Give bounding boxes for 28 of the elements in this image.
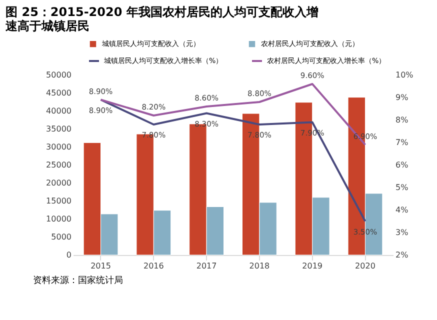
y-tick-label: 45000 — [46, 88, 72, 98]
x-tick-label: 2017 — [196, 262, 217, 270]
x-tick-label: 2019 — [302, 262, 323, 270]
y2-tick-label: 6% — [396, 160, 409, 170]
x-tick-label: 2018 — [249, 262, 270, 270]
y2-tick-label: 4% — [396, 206, 409, 214]
y-tick-label: 5000 — [51, 232, 72, 242]
y-tick-label: 30000 — [46, 142, 72, 152]
y2-tick-label: 3% — [396, 228, 409, 237]
y-tick-label: 25000 — [46, 160, 72, 170]
y-tick-label: 35000 — [46, 124, 72, 134]
text: 资料来源：国家统计局 — [33, 275, 123, 286]
chart-title: 图 25：2015-2020 年我国农村居民的人均可支配收入增速高于城镇居民 — [4, 5, 318, 33]
y-tick-label: 15000 — [46, 196, 72, 206]
x-tick-label: 2015 — [90, 262, 111, 270]
x-tick-label: 2020 — [355, 262, 376, 270]
y2-tick-label: 5% — [396, 183, 409, 192]
y2-tick-label: 10% — [396, 70, 414, 80]
x-tick-label: 2016 — [143, 262, 164, 270]
y-tick-label: 40000 — [46, 106, 72, 116]
y2-tick-label: 7% — [396, 138, 409, 147]
y-tick-label: 20000 — [46, 178, 72, 188]
y2-tick-label: 8% — [396, 116, 409, 124]
y-tick-label: 10000 — [46, 214, 72, 224]
y-tick-label: 0 — [66, 250, 72, 260]
y2-tick-label: 9% — [396, 93, 409, 102]
y2-tick-label: 2% — [396, 250, 409, 260]
y-tick-label: 50000 — [46, 70, 72, 80]
